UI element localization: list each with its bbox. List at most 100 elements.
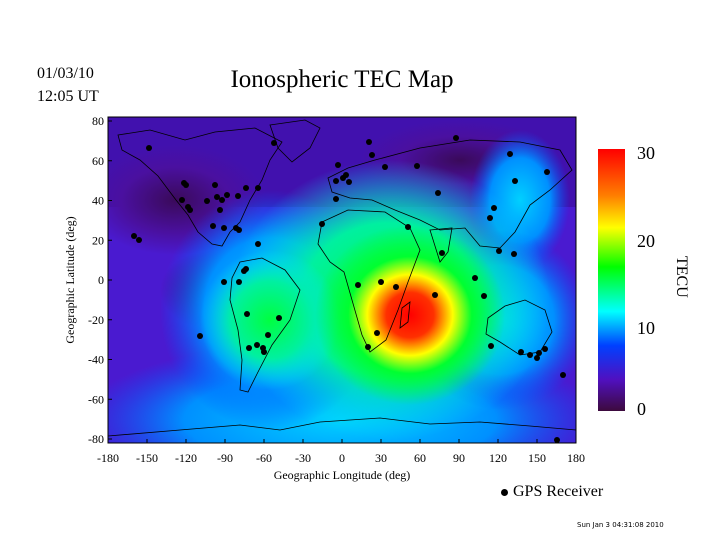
lon-tick-label: 30: [375, 451, 387, 465]
gps-receiver-marker: [265, 332, 271, 338]
gps-receiver-marker: [335, 162, 341, 168]
lat-tick-label: -40: [88, 353, 104, 367]
gps-receiver-marker: [224, 192, 230, 198]
colorbar-tick-label: 30: [637, 143, 655, 163]
gps-receiver-marker: [197, 333, 203, 339]
lon-tick-label: -150: [136, 451, 158, 465]
gps-receiver-marker: [542, 346, 548, 352]
gps-receiver-marker: [439, 250, 445, 256]
gps-receiver-marker: [261, 349, 267, 355]
gps-receiver-marker: [271, 140, 277, 146]
gps-receiver-marker: [511, 251, 517, 257]
gps-receiver-marker: [219, 197, 225, 203]
lat-tick-label: 60: [92, 154, 104, 168]
lon-tick-label: -120: [175, 451, 197, 465]
gps-receiver-marker: [217, 207, 223, 213]
gps-receiver-marker: [243, 266, 249, 272]
lon-tick-label: 90: [453, 451, 465, 465]
lat-tick-label: -20: [88, 313, 104, 327]
south-america-coastline: [229, 257, 301, 393]
gps-receiver-marker: [246, 345, 252, 351]
greenland-coastline: [269, 119, 321, 163]
gps-receiver-marker: [355, 282, 361, 288]
lon-tick-label: 0: [339, 451, 345, 465]
gps-receiver-marker: [343, 172, 349, 178]
gps-receiver-marker: [236, 227, 242, 233]
gps-receiver-marker: [374, 330, 380, 336]
gps-receiver-marker: [507, 151, 513, 157]
antarctica-coastline: [108, 417, 576, 437]
gps-receiver-marker: [518, 349, 524, 355]
colorbar: [598, 149, 625, 411]
gps-receiver-marker: [179, 197, 185, 203]
gps-receiver-marker: [346, 179, 352, 185]
lon-tick-label: -90: [217, 451, 233, 465]
gps-receiver-marker: [210, 223, 216, 229]
legend-label: GPS Receiver: [513, 483, 604, 500]
gps-receiver-marker: [487, 215, 493, 221]
gps-receiver-marker: [243, 185, 249, 191]
lat-tick-label: -60: [88, 392, 104, 406]
gps-receiver-marker: [365, 344, 371, 350]
gps-receiver-marker: [534, 355, 540, 361]
axis-ticks: [107, 120, 577, 443]
madagascar-coastline: [399, 301, 411, 329]
lon-tick-label: -30: [295, 451, 311, 465]
gps-receiver-marker: [414, 163, 420, 169]
gps-receiver-markers: [131, 135, 566, 443]
gps-receiver-marker: [453, 135, 459, 141]
gps-receiver-marker: [221, 225, 227, 231]
lat-tick-label: 20: [92, 233, 104, 247]
gps-receiver-marker: [378, 279, 384, 285]
gps-receiver-marker: [527, 352, 533, 358]
gps-receiver-marker: [432, 292, 438, 298]
gps-receiver-marker: [183, 182, 189, 188]
lon-tick-label: 60: [414, 451, 426, 465]
eurasia-coastline: [327, 139, 573, 249]
gps-receiver-marker: [254, 342, 260, 348]
y-axis-label: Geographic Latitude (deg): [63, 216, 77, 343]
gps-receiver-marker: [214, 194, 220, 200]
gps-receiver-marker: [212, 182, 218, 188]
latitude-tick-labels: 80 60 40 20 0 -20 -40 -60 -80: [88, 114, 104, 446]
gps-receiver-marker: [491, 205, 497, 211]
colorbar-tick-label: 20: [637, 231, 655, 251]
gps-receiver-marker: [369, 152, 375, 158]
lon-tick-label: 150: [528, 451, 546, 465]
gps-receiver-marker: [235, 193, 241, 199]
gps-receiver-marker: [146, 145, 152, 151]
gps-receiver-marker: [255, 241, 261, 247]
gps-receiver-marker: [472, 275, 478, 281]
map-title: Ionospheric TEC Map: [230, 66, 454, 93]
australia-coastline: [485, 299, 553, 356]
africa-coastline: [317, 209, 421, 353]
gps-receiver-marker: [276, 315, 282, 321]
gps-receiver-marker: [136, 237, 142, 243]
gps-receiver-marker: [221, 279, 227, 285]
time-label: 12:05 UT: [37, 88, 99, 105]
date-label: 01/03/10: [37, 65, 94, 82]
gps-receiver-marker: [435, 190, 441, 196]
gps-receiver-marker: [333, 196, 339, 202]
gps-receiver-marker: [333, 178, 339, 184]
timestamp-footer: Sun Jan 3 04:31:08 2010: [577, 521, 664, 529]
gps-receiver-marker: [244, 311, 250, 317]
gps-receiver-marker: [560, 372, 566, 378]
gps-receiver-marker: [536, 350, 542, 356]
gps-receiver-marker: [236, 279, 242, 285]
gps-receiver-legend-marker: [501, 488, 508, 496]
gps-receiver-marker: [382, 164, 388, 170]
colorbar-tick-labels: 30 20 10 0: [637, 143, 655, 419]
gps-receiver-marker: [393, 284, 399, 290]
x-axis-label: Geographic Longitude (deg): [274, 468, 411, 482]
gps-receiver-marker: [488, 343, 494, 349]
gps-receiver-marker: [366, 139, 372, 145]
gps-receiver-marker: [255, 185, 261, 191]
lon-tick-label: 180: [567, 451, 585, 465]
india-coastline: [429, 227, 453, 263]
gps-receiver-marker: [554, 437, 560, 443]
longitude-tick-labels: -180 -150 -120 -90 -60 -30 0 30 60 90 120 150 180: [97, 451, 585, 465]
lon-tick-label: 120: [489, 451, 507, 465]
lat-tick-label: 80: [92, 114, 104, 128]
